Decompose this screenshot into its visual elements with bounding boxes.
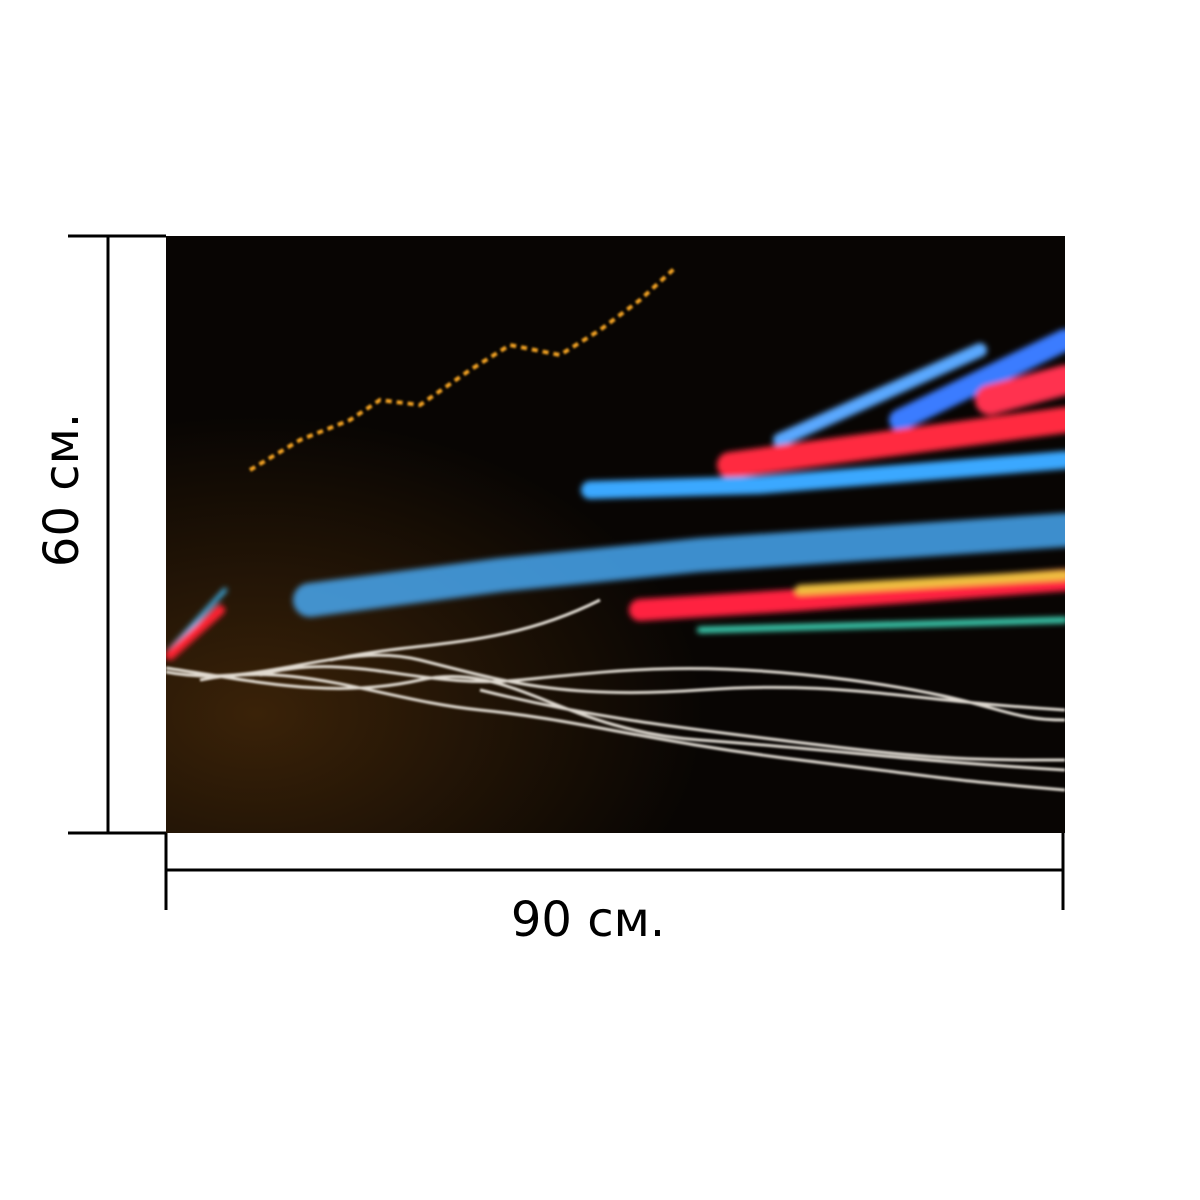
width-label: 90 см.	[511, 892, 665, 948]
photo	[166, 236, 1065, 833]
height-label: 60 см.	[34, 413, 90, 567]
dimension-lines	[68, 234, 1065, 910]
